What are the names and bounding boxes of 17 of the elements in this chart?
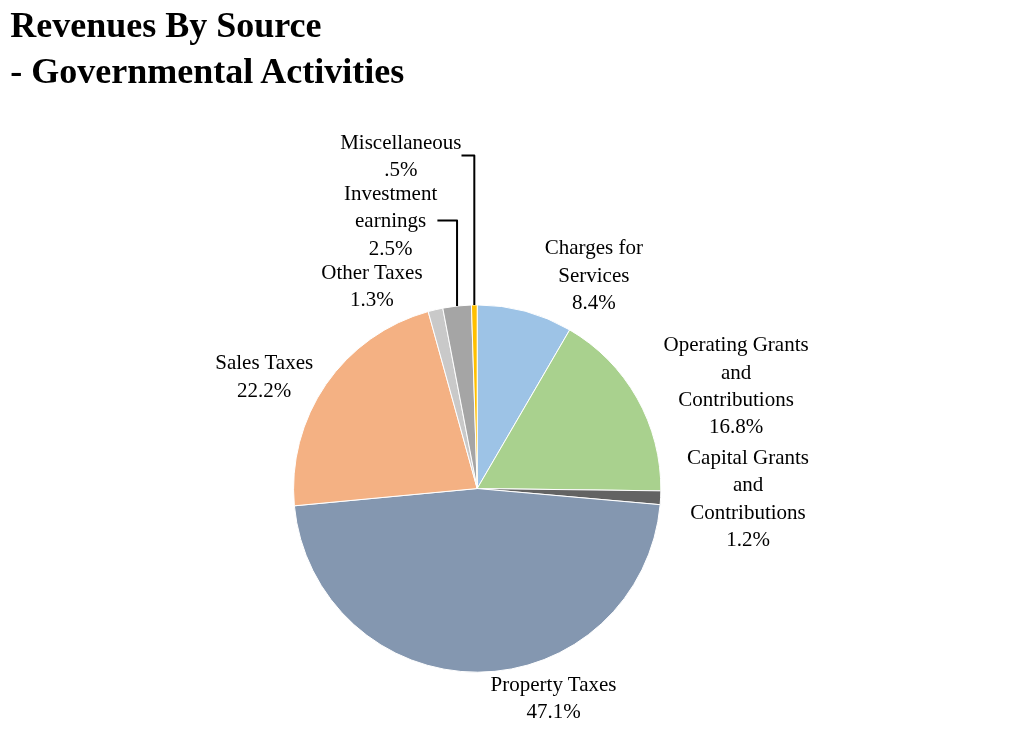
data-label: 2.5% bbox=[368, 235, 413, 260]
data-label: 22.2% bbox=[237, 377, 292, 402]
slice-label: Property Taxes bbox=[490, 672, 617, 697]
data-label: .5% bbox=[384, 157, 418, 182]
data-label: 16.8% bbox=[708, 414, 764, 439]
slice-label: Miscellaneous bbox=[340, 129, 462, 154]
slice-label: Other Taxes bbox=[321, 259, 423, 284]
chart-title: Revenues By Source - Governmental Activities bbox=[10, 4, 405, 92]
slice-label: Capital Grants and Contributions bbox=[687, 444, 809, 524]
slice-label: Operating Grants and Contributions bbox=[663, 332, 809, 411]
slice-label: Investment earnings bbox=[343, 181, 438, 233]
data-label: 47.1% bbox=[526, 699, 581, 724]
data-label: 8.4% bbox=[571, 289, 616, 314]
slice-label: Charges for Services bbox=[544, 235, 643, 287]
data-label: 1.2% bbox=[726, 526, 770, 551]
slice-label: Sales Taxes bbox=[215, 350, 314, 375]
data-label: 1.3% bbox=[350, 287, 394, 312]
